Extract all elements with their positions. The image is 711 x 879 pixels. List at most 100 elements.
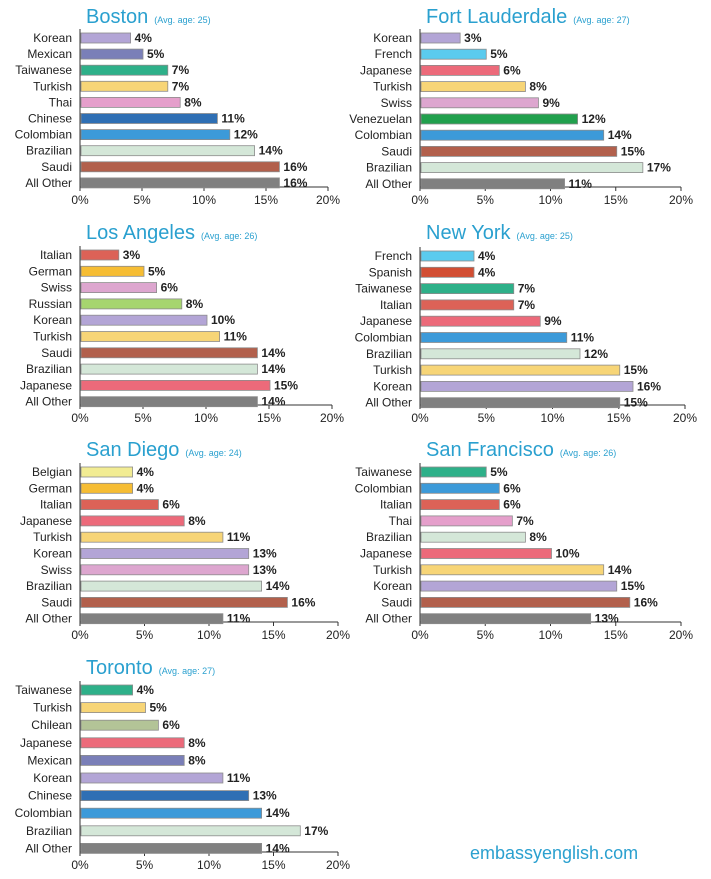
new-york-bar: [420, 397, 621, 409]
los-angeles-bar: [80, 314, 208, 326]
boston-subtitle: (Avg. age: 25): [154, 15, 210, 25]
san-francisco-bar: [420, 580, 618, 592]
new-york-bar: [420, 315, 541, 327]
boston-data-label: 11%: [221, 112, 245, 126]
boston-bar: [80, 64, 169, 76]
los-angeles-subtitle: (Avg. age: 26): [201, 231, 257, 241]
new-york-bar: [420, 348, 581, 360]
san-diego-category-label: Belgian: [32, 465, 72, 479]
los-angeles-data-label: 14%: [261, 395, 285, 409]
fort-lauderdale-bar: [420, 81, 526, 92]
boston-x-tick-label: 10%: [192, 193, 216, 207]
san-diego-data-label: 4%: [137, 465, 155, 479]
fort-lauderdale-data-label: 5%: [490, 47, 508, 61]
boston-data-label: 8%: [184, 95, 202, 109]
san-francisco-category-label: Brazilian: [366, 530, 412, 544]
san-francisco-category-label: Turkish: [373, 563, 412, 577]
fort-lauderdale-x-tick-label: 10%: [538, 193, 562, 207]
new-york-x-tick-label: 5%: [478, 411, 496, 425]
san-diego-bar: [80, 531, 224, 543]
los-angeles-x-tick-label: 10%: [194, 411, 218, 425]
boston-data-label: 16%: [283, 176, 307, 190]
fort-lauderdale-subtitle: (Avg. age: 27): [573, 15, 629, 25]
fort-lauderdale-data-label: 8%: [529, 80, 547, 94]
boston-category-label: Colombian: [15, 128, 72, 142]
san-francisco-category-label: Italian: [380, 498, 412, 512]
los-angeles-data-label: 15%: [274, 378, 298, 392]
toronto-data-label: 8%: [188, 736, 206, 750]
new-york-x-tick-label: 0%: [411, 411, 429, 425]
new-york-subtitle: (Avg. age: 25): [517, 231, 573, 241]
san-francisco-title-text: San Francisco: [426, 439, 554, 461]
new-york-category-label: Japanese: [360, 314, 412, 328]
toronto-data-label: 5%: [150, 701, 168, 715]
toronto-category-label: All Other: [25, 841, 72, 855]
san-francisco-bar: [420, 499, 500, 511]
toronto-bar: [80, 755, 185, 766]
san-francisco-data-label: 6%: [503, 498, 521, 512]
los-angeles-data-label: 3%: [123, 248, 141, 262]
toronto-data-label: 4%: [137, 683, 155, 697]
san-diego-data-label: 14%: [266, 579, 290, 593]
new-york-category-label: Korean: [373, 379, 412, 393]
los-angeles-data-label: 14%: [261, 346, 285, 360]
fort-lauderdale-chart-title: Fort Lauderdale (Avg. age: 27): [426, 6, 630, 28]
los-angeles-data-label: 8%: [186, 297, 204, 311]
fort-lauderdale-x-tick-label: 5%: [477, 193, 495, 207]
boston-x-tick-label: 15%: [254, 193, 278, 207]
los-angeles-bar: [80, 282, 157, 294]
toronto-x-tick-label: 20%: [326, 858, 350, 872]
fort-lauderdale-category-label: Saudi: [381, 144, 412, 158]
toronto-data-label: 14%: [266, 841, 290, 855]
new-york-data-label: 9%: [544, 314, 562, 328]
toronto-category-label: Chilean: [31, 718, 72, 732]
toronto-bar: [80, 807, 263, 819]
fort-lauderdale-data-label: 6%: [503, 63, 521, 77]
los-angeles-bar: [80, 249, 120, 261]
new-york-category-label: All Other: [365, 396, 412, 410]
san-diego-bar: [80, 515, 185, 527]
los-angeles-bar: [80, 363, 258, 375]
fort-lauderdale-x-tick-label: 20%: [669, 193, 693, 207]
san-diego-category-label: Turkish: [33, 530, 72, 544]
boston-bar: [80, 129, 231, 141]
san-francisco-data-label: 5%: [490, 465, 508, 479]
san-diego-x-tick-label: 20%: [326, 628, 350, 642]
boston-data-label: 4%: [135, 31, 153, 45]
boston-bar: [80, 177, 280, 189]
fort-lauderdale-data-label: 3%: [464, 31, 482, 45]
site-footer-label[interactable]: embassyenglish.com: [470, 843, 639, 863]
los-angeles-x-tick-label: 0%: [71, 411, 89, 425]
fort-lauderdale-category-label: All Other: [365, 177, 412, 191]
los-angeles-data-label: 14%: [261, 362, 285, 376]
boston-bar: [80, 80, 169, 92]
boston-bar: [80, 48, 144, 60]
san-diego-data-label: 13%: [253, 563, 277, 577]
toronto-x-tick-label: 0%: [71, 858, 89, 872]
fort-lauderdale-title-text: Fort Lauderdale: [426, 6, 567, 28]
toronto-title-text: Toronto: [86, 657, 153, 679]
san-diego-bar: [80, 482, 133, 494]
san-diego-category-label: Brazilian: [26, 579, 72, 593]
los-angeles-category-label: Japanese: [20, 378, 72, 392]
new-york-x-tick-label: 20%: [673, 411, 697, 425]
san-diego-category-label: Japanese: [20, 514, 72, 528]
san-francisco-chart-title: San Francisco (Avg. age: 26): [426, 439, 616, 461]
new-york-data-label: 16%: [637, 379, 661, 393]
san-diego-chart-title: San Diego (Avg. age: 24): [86, 439, 242, 461]
toronto-data-label: 6%: [162, 718, 180, 732]
fort-lauderdale-data-label: 9%: [542, 96, 560, 110]
toronto-bar: [80, 843, 263, 854]
fort-lauderdale-data-label: 11%: [569, 177, 593, 191]
fort-lauderdale-bar: [420, 129, 605, 141]
san-francisco-category-label: Korean: [373, 579, 412, 593]
san-francisco-x-tick-label: 15%: [604, 628, 628, 642]
los-angeles-category-label: Italian: [40, 248, 72, 262]
san-diego-data-label: 4%: [137, 481, 155, 495]
boston-x-tick-label: 20%: [316, 193, 340, 207]
new-york-data-label: 7%: [518, 298, 536, 312]
toronto-category-label: Japanese: [20, 736, 72, 750]
fort-lauderdale-x-tick-label: 15%: [604, 193, 628, 207]
boston-bar: [80, 97, 181, 108]
los-angeles-category-label: All Other: [25, 395, 72, 409]
